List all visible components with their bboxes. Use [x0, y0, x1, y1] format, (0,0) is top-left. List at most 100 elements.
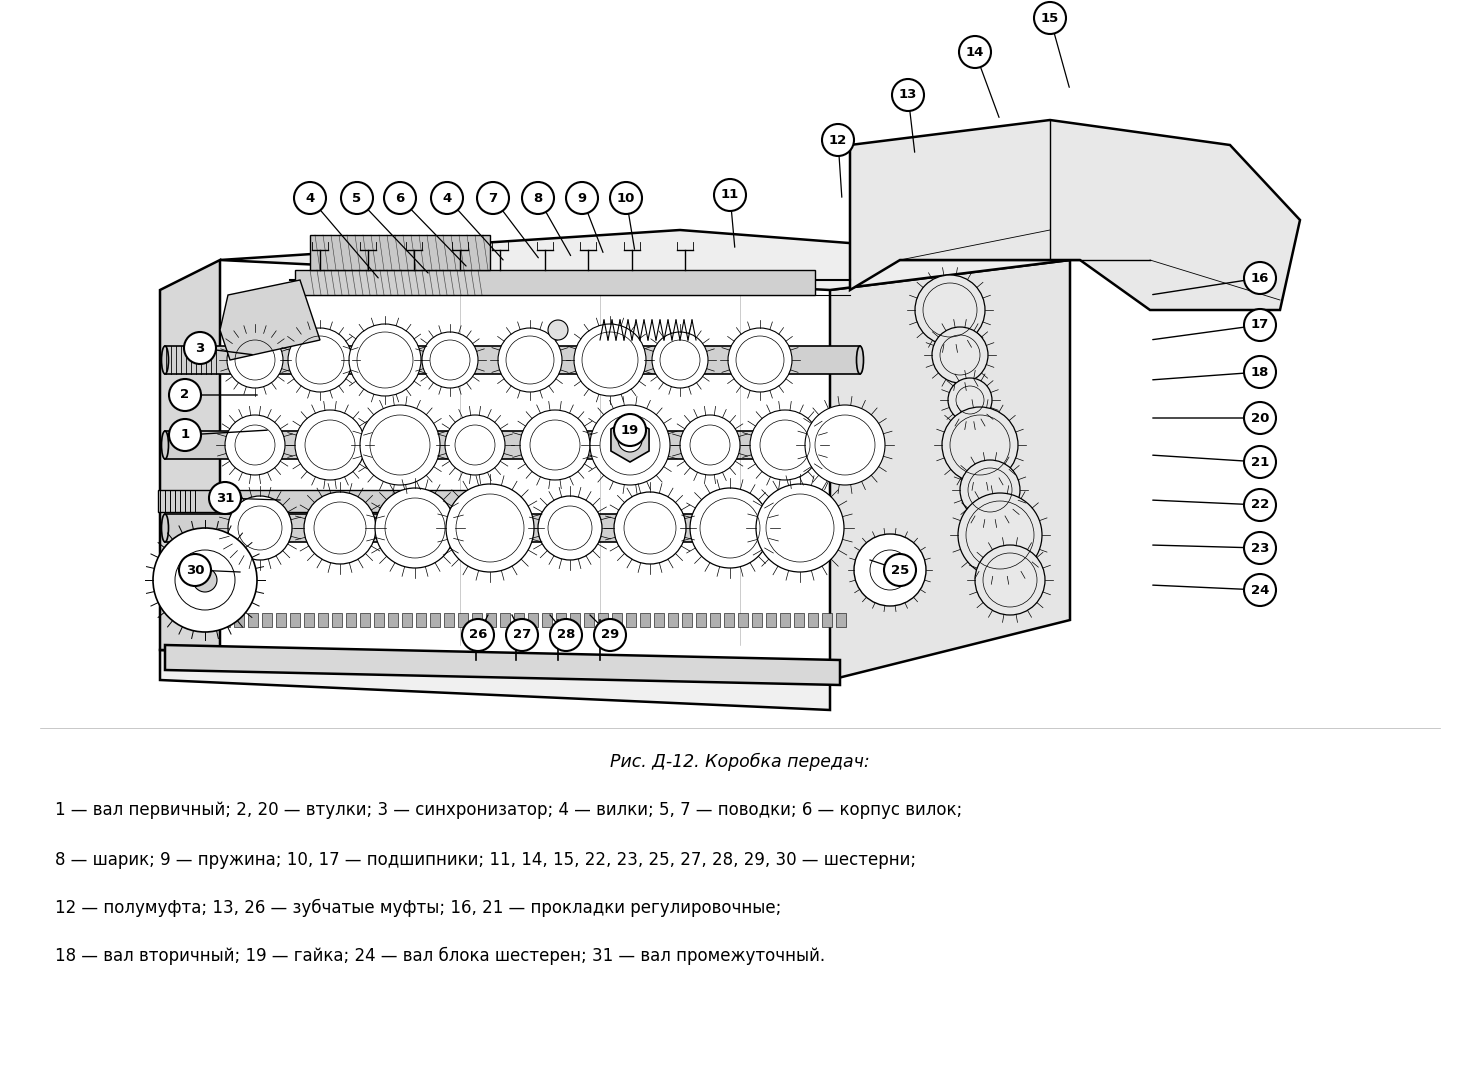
Text: 30: 30 — [186, 564, 204, 577]
Circle shape — [961, 461, 1020, 520]
Circle shape — [614, 492, 687, 564]
Circle shape — [915, 275, 986, 345]
Text: 27: 27 — [514, 629, 531, 642]
Text: 20: 20 — [1251, 411, 1270, 424]
Bar — [682, 613, 693, 627]
Text: 12: 12 — [829, 133, 847, 146]
Bar — [295, 270, 815, 295]
Bar — [528, 613, 539, 627]
Text: 24: 24 — [1251, 583, 1270, 597]
Circle shape — [551, 619, 582, 651]
Circle shape — [1245, 356, 1276, 388]
Bar — [570, 613, 580, 627]
Circle shape — [619, 429, 642, 452]
Polygon shape — [160, 260, 221, 650]
Circle shape — [289, 328, 352, 392]
Bar — [598, 613, 608, 627]
Bar — [767, 613, 776, 627]
Circle shape — [431, 182, 463, 214]
Bar — [290, 613, 300, 627]
Circle shape — [497, 328, 562, 392]
Circle shape — [295, 182, 326, 214]
Circle shape — [445, 484, 534, 572]
Bar — [416, 613, 426, 627]
Bar — [164, 514, 810, 542]
Text: 25: 25 — [891, 564, 909, 577]
Circle shape — [932, 327, 989, 383]
Circle shape — [522, 182, 554, 214]
Bar — [639, 613, 650, 627]
Bar — [654, 613, 665, 627]
Ellipse shape — [161, 514, 169, 542]
Circle shape — [591, 405, 670, 485]
Circle shape — [225, 415, 286, 475]
Bar — [221, 613, 229, 627]
Text: 7: 7 — [488, 192, 497, 205]
Text: 16: 16 — [1251, 272, 1270, 285]
Text: 29: 29 — [601, 629, 619, 642]
Text: 2: 2 — [181, 388, 189, 402]
Polygon shape — [830, 260, 1070, 680]
Circle shape — [506, 619, 539, 651]
Text: 14: 14 — [966, 46, 984, 59]
Bar — [457, 613, 468, 627]
Circle shape — [445, 415, 505, 475]
Ellipse shape — [161, 431, 169, 459]
Circle shape — [228, 496, 292, 560]
Circle shape — [614, 414, 645, 446]
Bar — [332, 613, 342, 627]
Polygon shape — [164, 645, 841, 685]
Bar — [318, 613, 329, 627]
Text: 12 — полумуфта; 13, 26 — зубчатые муфты; 16, 21 — прокладки регулировочные;: 12 — полумуфта; 13, 26 — зубчатые муфты;… — [55, 899, 781, 917]
Circle shape — [548, 320, 568, 340]
Circle shape — [340, 182, 373, 214]
Text: 4: 4 — [443, 192, 451, 205]
Bar — [836, 613, 847, 627]
Circle shape — [1245, 532, 1276, 564]
Bar — [808, 613, 818, 627]
Text: 15: 15 — [1040, 12, 1060, 25]
Bar — [249, 613, 258, 627]
Circle shape — [728, 328, 792, 392]
Circle shape — [949, 378, 992, 422]
Circle shape — [653, 332, 707, 388]
Circle shape — [805, 405, 885, 485]
Text: 1 — вал первичный; 2, 20 — втулки; 3 — синхронизатор; 4 — вилки; 5, 7 — поводки;: 1 — вал первичный; 2, 20 — втулки; 3 — с… — [55, 801, 962, 819]
Bar — [724, 613, 734, 627]
Bar — [472, 613, 482, 627]
Bar — [821, 613, 832, 627]
Polygon shape — [160, 650, 830, 710]
Circle shape — [462, 619, 494, 651]
Ellipse shape — [807, 514, 814, 542]
Bar — [585, 613, 593, 627]
Circle shape — [713, 179, 746, 211]
Circle shape — [383, 182, 416, 214]
Circle shape — [1245, 262, 1276, 294]
Bar — [374, 613, 383, 627]
Bar — [346, 613, 357, 627]
Text: 31: 31 — [216, 491, 234, 504]
Text: 22: 22 — [1251, 499, 1270, 512]
Circle shape — [539, 496, 602, 560]
Circle shape — [519, 410, 591, 480]
Bar — [431, 613, 440, 627]
Circle shape — [192, 568, 218, 592]
Bar — [360, 613, 370, 627]
Bar — [444, 613, 454, 627]
Text: 3: 3 — [195, 341, 204, 355]
Bar — [164, 431, 860, 459]
Bar — [485, 613, 496, 627]
Text: 13: 13 — [898, 88, 918, 101]
Circle shape — [750, 410, 820, 480]
Circle shape — [884, 554, 916, 586]
Bar — [752, 613, 762, 627]
Bar — [542, 613, 552, 627]
Text: 4: 4 — [305, 192, 315, 205]
Circle shape — [1245, 446, 1276, 478]
Circle shape — [821, 124, 854, 156]
Bar — [793, 613, 804, 627]
Circle shape — [374, 488, 454, 568]
Circle shape — [690, 488, 770, 568]
Text: 9: 9 — [577, 192, 586, 205]
Polygon shape — [850, 120, 1299, 310]
